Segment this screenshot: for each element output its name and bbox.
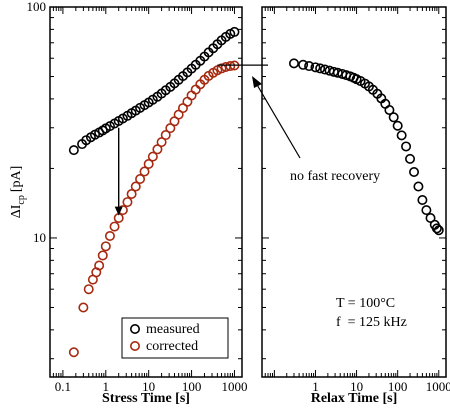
stress-data-marks bbox=[68, 26, 268, 358]
point-corrected bbox=[68, 347, 79, 358]
point-relax bbox=[319, 64, 330, 75]
stress-x-tick-label: 100 bbox=[182, 379, 202, 394]
y-axis-title: ΔIcp [pA] bbox=[9, 166, 27, 219]
point-corrected bbox=[104, 230, 115, 241]
point-relax bbox=[413, 181, 424, 192]
point-relax bbox=[433, 225, 444, 236]
point-corrected bbox=[190, 84, 201, 95]
point-corrected bbox=[130, 181, 141, 192]
stress-x-tick-label: 1000 bbox=[221, 379, 247, 394]
shift-arrow-head bbox=[114, 206, 123, 216]
point-corrected bbox=[83, 284, 94, 295]
stress-x-tick-label: 0.1 bbox=[55, 379, 71, 394]
point-relax bbox=[396, 130, 407, 141]
point-relax bbox=[384, 105, 395, 116]
annotation-arrow-shaft bbox=[255, 82, 301, 159]
frequency-label: f = 125 kHz bbox=[336, 315, 407, 330]
relax-x-tick-label: 10 bbox=[350, 379, 363, 394]
svg-text:ΔIcp[pA]: ΔIcp [pA] bbox=[9, 166, 27, 219]
point-corrected bbox=[156, 137, 167, 148]
point-relax bbox=[315, 63, 326, 74]
point-corrected bbox=[143, 159, 154, 170]
point-corrected bbox=[147, 151, 158, 162]
point-corrected bbox=[94, 260, 105, 271]
stress-y-tick-label: 10 bbox=[33, 230, 46, 245]
point-corrected bbox=[109, 221, 120, 232]
no-fast-recovery-label: no fast recovery bbox=[290, 169, 380, 184]
point-relax bbox=[304, 61, 315, 72]
point-corrected bbox=[100, 241, 111, 252]
y-axis-title-sub: cp bbox=[16, 195, 27, 204]
point-relax bbox=[310, 62, 321, 73]
point-corrected bbox=[152, 144, 163, 155]
stress-x-tick-label: 1 bbox=[103, 379, 110, 394]
point-corrected bbox=[126, 188, 137, 199]
relax-x-tick-label: 100 bbox=[388, 379, 408, 394]
point-corrected bbox=[160, 130, 171, 141]
point-corrected bbox=[135, 173, 146, 184]
point-relax bbox=[409, 167, 420, 178]
point-measured bbox=[68, 145, 79, 156]
legend-marker-measured bbox=[130, 323, 141, 334]
point-measured bbox=[229, 26, 240, 37]
point-relax bbox=[288, 58, 299, 69]
point-corrected bbox=[78, 302, 89, 313]
stress-y-tick-label: 100 bbox=[27, 0, 47, 14]
point-corrected bbox=[139, 166, 150, 177]
relax-axis-ticks: 1 10 100 1000 bbox=[261, 6, 450, 394]
relax-plot-frame bbox=[261, 6, 447, 378]
point-corrected bbox=[97, 250, 108, 261]
point-relax bbox=[417, 194, 428, 205]
relax-x-axis-title: Relax Time [s] bbox=[311, 391, 398, 406]
point-relax bbox=[421, 205, 432, 216]
point-corrected bbox=[225, 61, 236, 72]
stress-x-tick-label: 10 bbox=[142, 379, 155, 394]
legend: measured corrected bbox=[121, 317, 229, 359]
relax-data-marks bbox=[288, 58, 444, 236]
stress-plot-frame bbox=[49, 6, 243, 378]
point-corrected bbox=[216, 63, 227, 74]
temperature-label: T = 100°C bbox=[336, 296, 395, 311]
stress-axis-ticks: 0.1 1 10 100 1000 10 100 bbox=[27, 0, 248, 394]
point-corrected bbox=[186, 90, 197, 101]
annotation-arrow-head bbox=[252, 76, 262, 88]
legend-label-corrected: corrected bbox=[146, 339, 198, 354]
point-corrected bbox=[122, 197, 133, 208]
y-axis-title-unit: [pA] bbox=[9, 166, 24, 192]
point-relax bbox=[388, 112, 399, 123]
point-relax bbox=[405, 153, 416, 164]
point-relax bbox=[401, 141, 412, 152]
y-axis-title-main: ΔI bbox=[9, 204, 24, 218]
legend-marker-corrected bbox=[130, 340, 141, 351]
relax-x-tick-label: 1 bbox=[312, 379, 319, 394]
stress-x-axis-title: Stress Time [s] bbox=[102, 391, 190, 406]
point-relax bbox=[392, 120, 403, 131]
point-relax bbox=[431, 223, 442, 234]
legend-label-measured: measured bbox=[146, 322, 200, 337]
point-relax bbox=[298, 59, 309, 70]
relax-x-tick-label: 1000 bbox=[426, 379, 450, 394]
legend-box bbox=[121, 317, 229, 359]
